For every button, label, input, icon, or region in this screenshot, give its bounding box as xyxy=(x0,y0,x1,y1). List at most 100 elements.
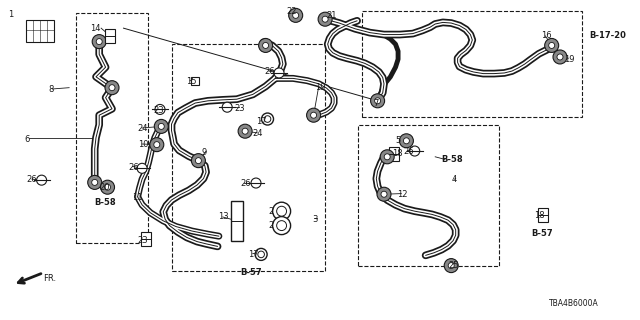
Circle shape xyxy=(322,16,328,22)
Text: B-58: B-58 xyxy=(95,198,116,207)
Circle shape xyxy=(380,150,394,164)
Bar xyxy=(538,208,548,222)
Text: 7: 7 xyxy=(373,99,378,108)
Circle shape xyxy=(381,191,387,197)
Bar xyxy=(76,13,148,243)
Bar xyxy=(105,29,115,43)
Text: 26: 26 xyxy=(264,68,275,76)
Circle shape xyxy=(222,102,232,112)
Text: TBA4B6000A: TBA4B6000A xyxy=(549,300,599,308)
Circle shape xyxy=(154,142,160,148)
Text: 12: 12 xyxy=(397,190,407,199)
Text: 2: 2 xyxy=(269,221,274,230)
Circle shape xyxy=(448,263,454,268)
Text: 26: 26 xyxy=(128,163,139,172)
Circle shape xyxy=(88,175,102,189)
Text: B-57: B-57 xyxy=(531,229,553,238)
Text: 25: 25 xyxy=(448,261,458,270)
Bar xyxy=(141,232,151,246)
Text: 10: 10 xyxy=(138,140,148,149)
Text: 11: 11 xyxy=(132,193,143,202)
Text: 20: 20 xyxy=(99,183,109,192)
Bar xyxy=(26,20,54,42)
Text: 5: 5 xyxy=(396,136,401,145)
Text: B-17-20: B-17-20 xyxy=(589,31,626,40)
Circle shape xyxy=(36,175,47,185)
Circle shape xyxy=(238,124,252,138)
Text: 3: 3 xyxy=(312,215,317,224)
Circle shape xyxy=(276,221,287,230)
Circle shape xyxy=(262,113,273,125)
Text: 13: 13 xyxy=(218,212,228,221)
Circle shape xyxy=(259,38,273,52)
Text: 16: 16 xyxy=(541,31,552,40)
Text: 6: 6 xyxy=(24,135,29,144)
Bar xyxy=(362,11,582,117)
Text: 24: 24 xyxy=(138,124,148,133)
Text: 19: 19 xyxy=(564,55,575,64)
Circle shape xyxy=(264,116,271,122)
Circle shape xyxy=(195,158,202,164)
Circle shape xyxy=(377,187,391,201)
Bar xyxy=(172,44,325,271)
Text: 24: 24 xyxy=(253,129,263,138)
Circle shape xyxy=(371,94,385,108)
Circle shape xyxy=(105,81,119,95)
Text: B-57: B-57 xyxy=(240,268,262,277)
Circle shape xyxy=(155,104,165,115)
Circle shape xyxy=(399,134,413,148)
Text: 26: 26 xyxy=(403,147,414,156)
Circle shape xyxy=(444,259,458,273)
Circle shape xyxy=(545,38,559,52)
Circle shape xyxy=(289,8,303,22)
Text: 2: 2 xyxy=(269,207,274,216)
Circle shape xyxy=(374,98,381,104)
Circle shape xyxy=(104,184,111,190)
Text: 23: 23 xyxy=(138,236,148,245)
Circle shape xyxy=(548,43,555,48)
Text: 26: 26 xyxy=(27,175,38,184)
Circle shape xyxy=(137,163,147,173)
Circle shape xyxy=(274,68,284,78)
Circle shape xyxy=(384,154,390,160)
Bar xyxy=(358,125,499,266)
Bar xyxy=(388,147,399,161)
Text: 15: 15 xyxy=(186,77,196,86)
Circle shape xyxy=(191,154,205,168)
Text: 1: 1 xyxy=(8,10,13,19)
Circle shape xyxy=(251,178,261,188)
Circle shape xyxy=(158,124,164,129)
Text: 8: 8 xyxy=(48,85,53,94)
Circle shape xyxy=(553,50,567,64)
Text: 21: 21 xyxy=(326,12,337,20)
Text: 19: 19 xyxy=(315,83,325,92)
Circle shape xyxy=(255,248,267,260)
Text: 18: 18 xyxy=(392,149,403,158)
Circle shape xyxy=(262,43,269,48)
Text: 26: 26 xyxy=(240,180,251,188)
Circle shape xyxy=(310,112,317,118)
Bar xyxy=(231,201,243,241)
Bar xyxy=(191,77,199,85)
Text: 18: 18 xyxy=(534,212,545,220)
Circle shape xyxy=(242,128,248,134)
Circle shape xyxy=(258,251,264,258)
Text: 23: 23 xyxy=(154,106,164,115)
Text: 9: 9 xyxy=(202,148,207,157)
Circle shape xyxy=(276,206,287,216)
Text: 17: 17 xyxy=(248,250,259,259)
Text: 23: 23 xyxy=(235,104,246,113)
Circle shape xyxy=(273,217,291,235)
Circle shape xyxy=(92,35,106,49)
Circle shape xyxy=(92,180,98,185)
Text: 17: 17 xyxy=(256,117,267,126)
Circle shape xyxy=(292,12,299,18)
Text: B-58: B-58 xyxy=(442,156,463,164)
Circle shape xyxy=(307,108,321,122)
Circle shape xyxy=(150,138,164,152)
Circle shape xyxy=(96,39,102,44)
Text: FR.: FR. xyxy=(44,274,57,283)
Circle shape xyxy=(410,146,420,156)
Text: 4: 4 xyxy=(451,175,456,184)
Text: 22: 22 xyxy=(287,7,297,16)
